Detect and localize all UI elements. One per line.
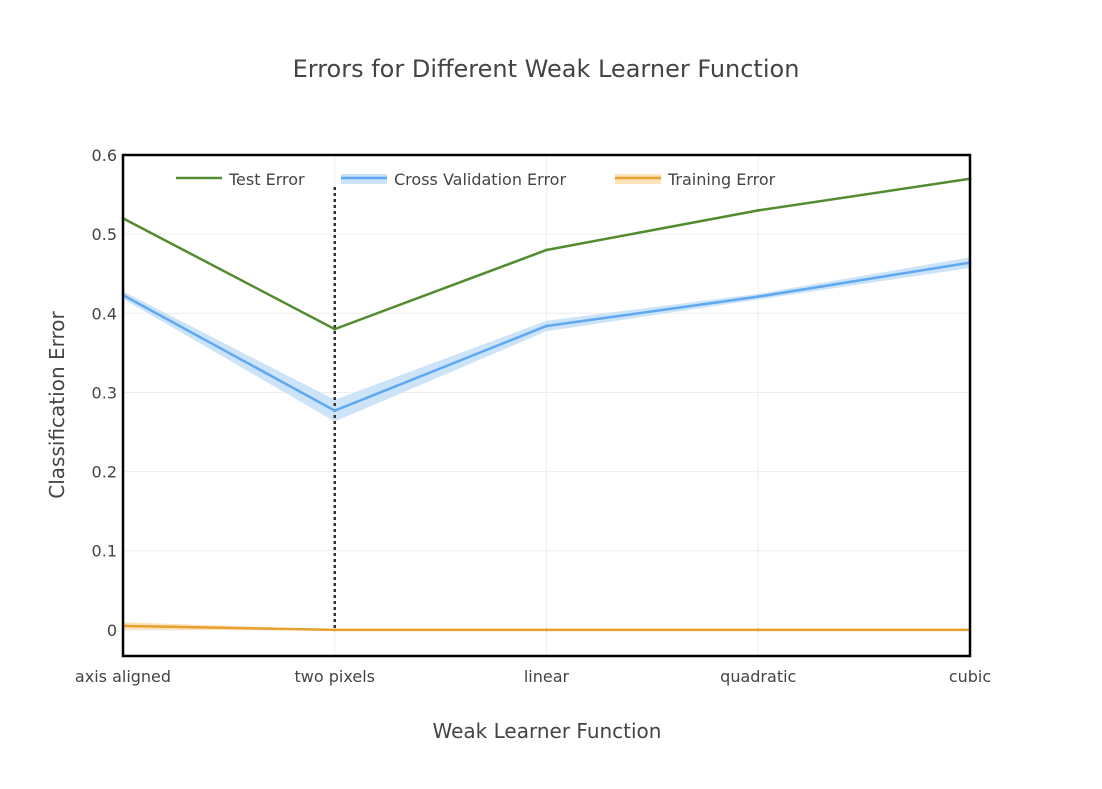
data-point [333, 327, 337, 331]
x-tick-label: cubic [949, 667, 991, 686]
legend: Test Error Cross Validation Error Training… [176, 170, 776, 189]
x-tick-label: two pixels [295, 667, 375, 686]
data-point [756, 208, 760, 212]
chart-title: Errors for Different Weak Learner Functi… [293, 55, 800, 83]
data-point [333, 409, 337, 413]
y-tick-label: 0.1 [92, 542, 117, 561]
data-point [756, 295, 760, 299]
data-point [756, 628, 760, 632]
plot-frame [121, 153, 972, 658]
data-point [545, 324, 548, 328]
legend-label: Cross Validation Error [394, 170, 566, 189]
x-tick-label: quadratic [720, 667, 796, 686]
y-tick-label: 0 [107, 621, 117, 640]
x-tick-label: linear [524, 667, 570, 686]
data-point [333, 628, 337, 632]
legend-label: Test Error [228, 170, 305, 189]
y-tick-label: 0.6 [92, 146, 117, 165]
y-tick-label: 0.4 [92, 304, 117, 323]
data-point [545, 628, 548, 632]
grid-layer [122, 154, 971, 656]
y-tick-label: 0.5 [92, 225, 117, 244]
y-axis-title: Classification Error [45, 311, 69, 499]
y-tick-label: 0.3 [92, 383, 117, 402]
data-point [545, 248, 548, 252]
tick-layer: axis aligned two pixels linear quadratic cub… [75, 146, 991, 686]
x-axis-title: Weak Learner Function [433, 719, 662, 743]
y-tick-label: 0.2 [92, 463, 117, 482]
legend-label: Training Error [667, 170, 776, 189]
x-tick-label: axis aligned [75, 667, 171, 686]
